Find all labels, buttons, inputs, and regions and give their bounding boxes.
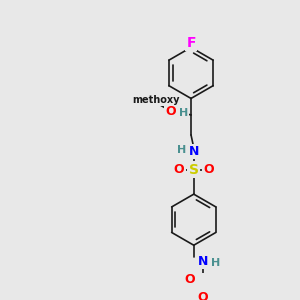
Text: O: O <box>185 273 195 286</box>
Text: S: S <box>189 163 199 177</box>
Text: F: F <box>186 36 196 50</box>
Text: O: O <box>203 163 214 176</box>
Text: O: O <box>174 163 184 176</box>
Text: H: H <box>179 108 188 118</box>
Text: H: H <box>177 145 187 154</box>
Text: N: N <box>198 255 208 268</box>
Text: O: O <box>166 105 176 118</box>
Text: H: H <box>211 257 220 268</box>
Text: O: O <box>198 291 208 300</box>
Text: methoxy: methoxy <box>133 95 180 105</box>
Text: N: N <box>189 145 199 158</box>
